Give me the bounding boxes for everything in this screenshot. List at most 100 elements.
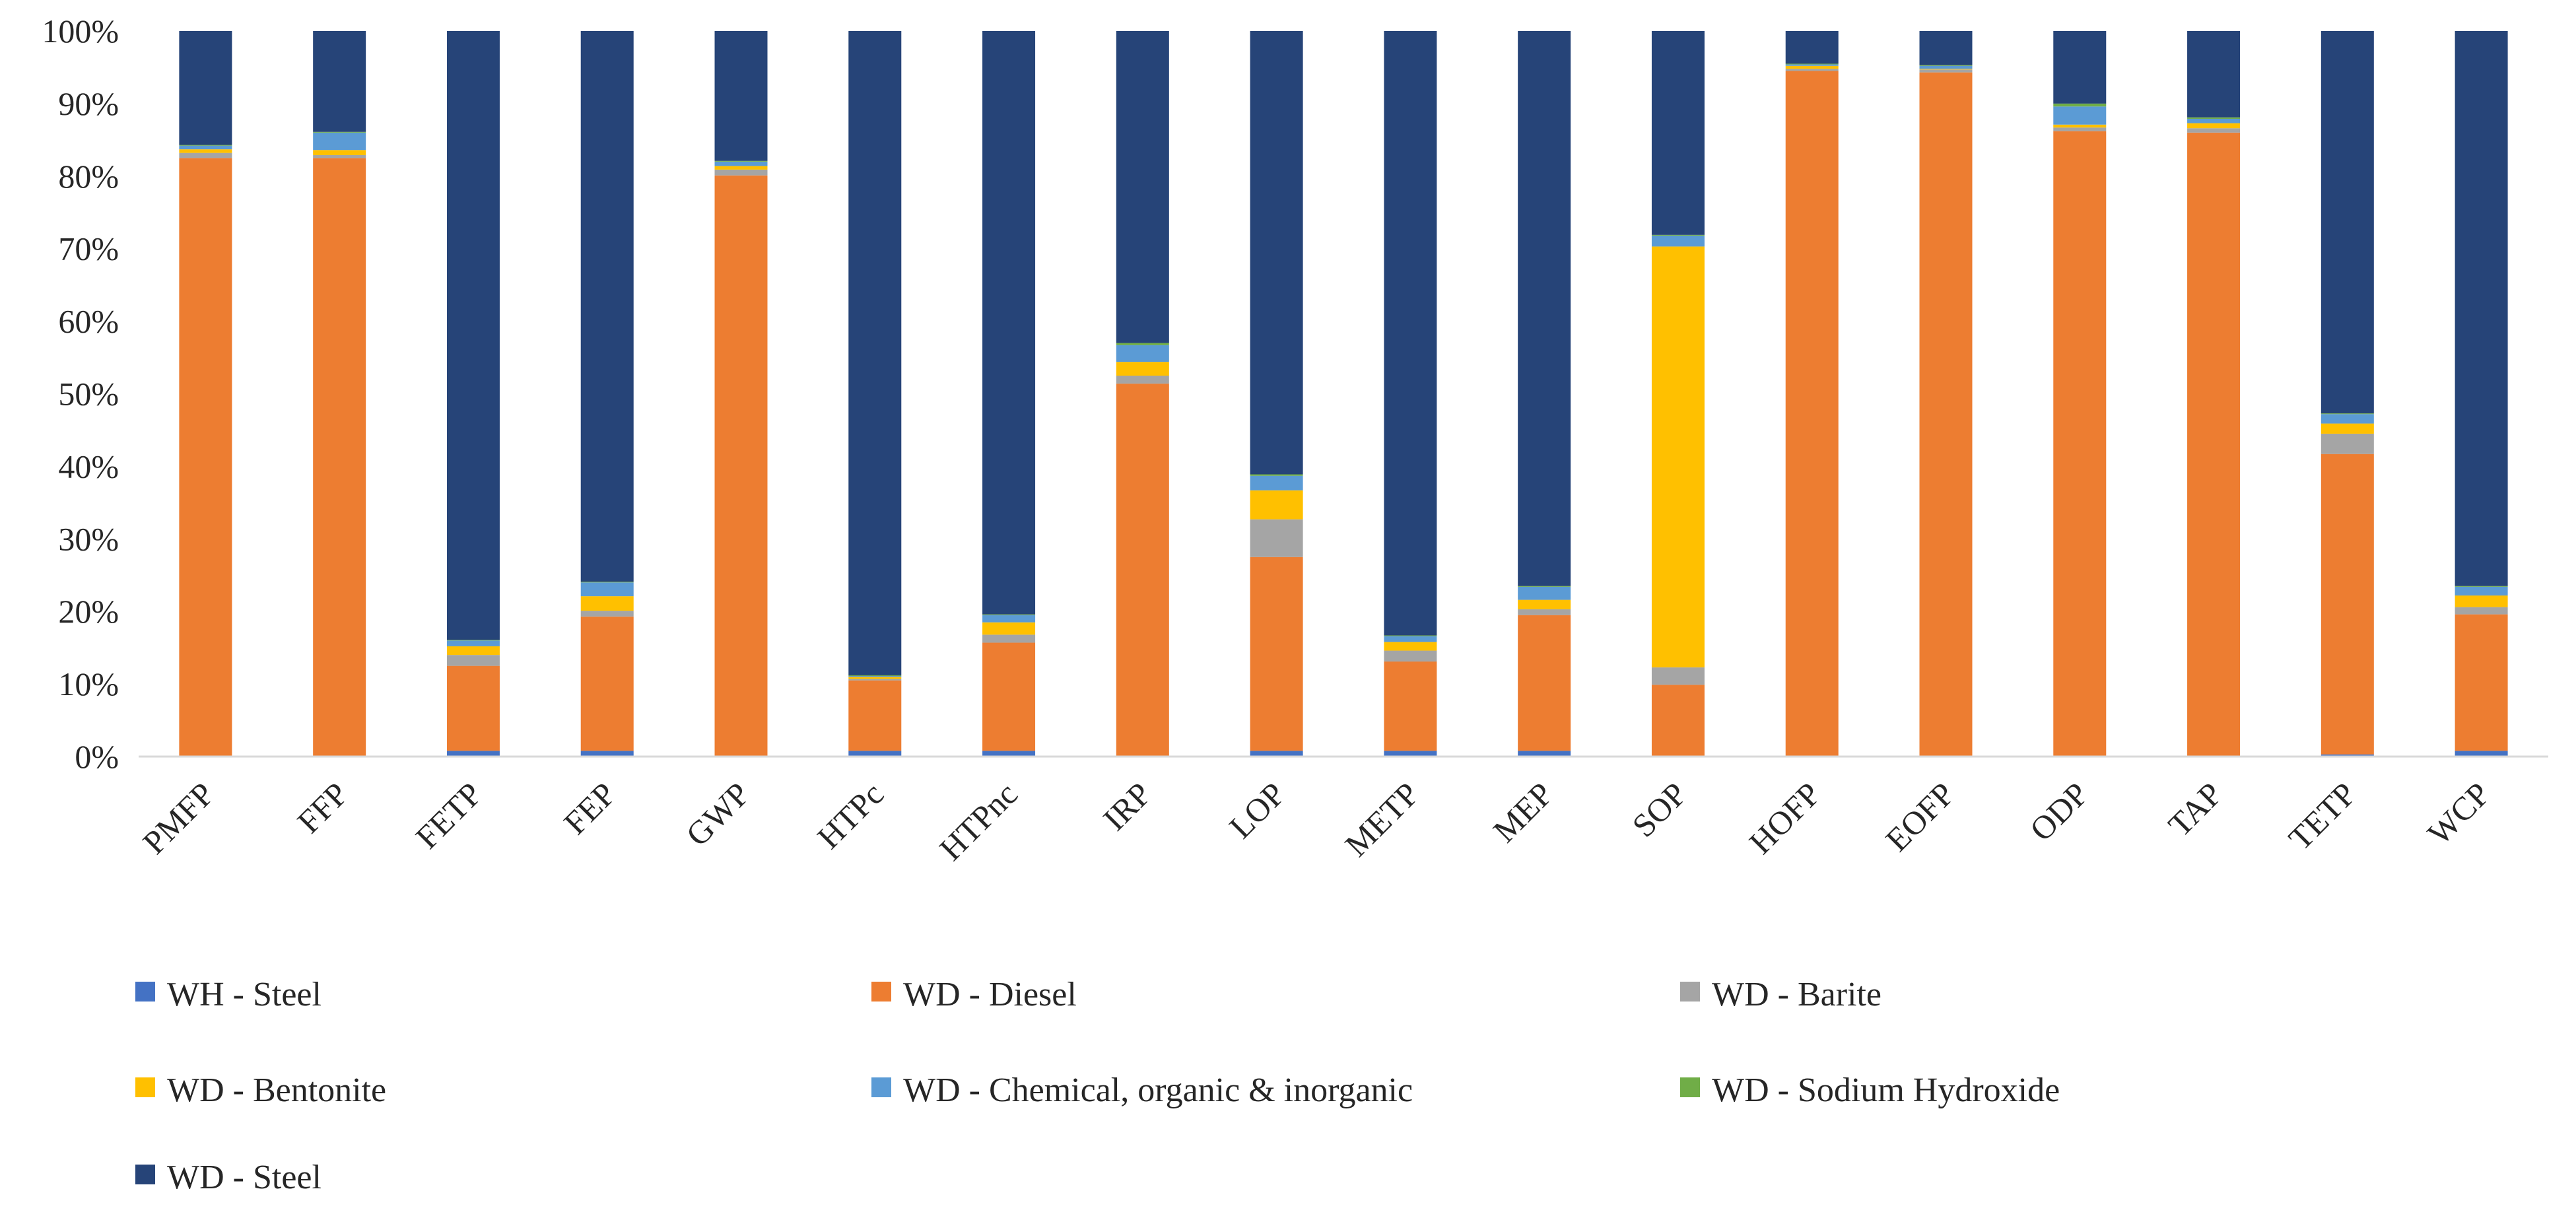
x-tick-label: TAP — [2161, 775, 2229, 844]
bar-segment — [1651, 235, 1705, 247]
bar-segment — [1250, 751, 1303, 757]
bar-segment — [1384, 751, 1437, 757]
bar-segment — [580, 616, 634, 751]
bar-segment — [446, 665, 500, 751]
bar-segment — [2321, 754, 2374, 757]
bar-segment — [1116, 384, 1169, 756]
bar-segment — [1518, 586, 1571, 600]
bar-segment — [1785, 71, 1839, 756]
x-tick-label: MEP — [1486, 775, 1560, 849]
bar-segment — [848, 677, 902, 679]
y-tick-label: 60% — [58, 303, 119, 340]
bar-segment — [2053, 106, 2107, 125]
legend-label: WH - Steel — [167, 976, 322, 1013]
bar-segment — [313, 150, 366, 155]
bar-segment — [1785, 63, 1839, 65]
bar-segment — [848, 31, 902, 675]
bar-segment — [982, 31, 1036, 615]
bar-segment — [446, 655, 500, 666]
y-tick-label: 40% — [58, 448, 119, 485]
bar-segment — [1250, 475, 1303, 491]
y-tick-label: 70% — [58, 230, 119, 267]
bar-segment — [446, 751, 500, 757]
bar-segment — [1919, 65, 1973, 69]
bar-segment — [848, 675, 902, 677]
bar-segment — [2053, 31, 2107, 104]
bar-segment — [313, 31, 366, 132]
bar-segment — [2187, 128, 2241, 133]
bar-segment — [2321, 454, 2374, 755]
bar-segment — [1651, 667, 1705, 685]
bar-segment — [1384, 650, 1437, 662]
bar-segment — [179, 31, 232, 145]
bar-segment — [714, 169, 768, 176]
bar-segment — [1518, 586, 1571, 587]
bar-segment — [1651, 685, 1705, 756]
bar-segment — [2455, 607, 2508, 615]
legend-label: WD - Barite — [1712, 976, 1881, 1013]
bar-segment — [714, 166, 768, 170]
y-tick-label: 20% — [58, 593, 119, 630]
bar-segment — [2053, 103, 2107, 107]
bar-segment — [1518, 751, 1571, 757]
bar-segment — [1651, 31, 1705, 235]
bar-segment — [1919, 65, 1973, 66]
bar-segment — [446, 31, 500, 640]
legend-label: WD - Bentonite — [167, 1071, 386, 1109]
bar-segment — [1785, 69, 1839, 71]
bar-segment — [580, 582, 634, 597]
bar-segment — [2455, 751, 2508, 757]
bar-segment — [2455, 586, 2508, 587]
bar-segment — [179, 153, 232, 158]
bar-segment — [580, 751, 634, 757]
x-tick-label: IRP — [1096, 775, 1159, 838]
bar-segment — [2455, 595, 2508, 607]
y-tick-label: 80% — [58, 158, 119, 195]
x-tick-label: FETP — [409, 775, 489, 856]
bar-segment — [313, 132, 366, 151]
bar-segment — [1116, 343, 1169, 345]
bar-segment — [1384, 662, 1437, 751]
bar-segment — [179, 149, 232, 153]
legend-label: WD - Chemical, organic & inorganic — [903, 1071, 1413, 1109]
bar-segment — [982, 615, 1036, 623]
bar-segment — [1518, 599, 1571, 609]
bar-segment — [1384, 636, 1437, 642]
bar-segment — [2455, 586, 2508, 596]
x-tick-label: FEP — [557, 775, 623, 842]
x-tick-label: FFP — [290, 775, 355, 840]
bar-segment — [179, 145, 232, 146]
bar-segment — [1785, 31, 1839, 64]
x-tick-label: METP — [1338, 775, 1426, 864]
bar-segment — [848, 676, 902, 677]
bar-segment — [714, 175, 768, 756]
legend-swatch — [1680, 982, 1700, 1001]
bar-segment — [848, 679, 902, 681]
bar-segment — [982, 634, 1036, 643]
bar-segment — [1384, 635, 1437, 636]
bar-segment — [2321, 413, 2374, 415]
bar-segment — [2187, 117, 2241, 119]
bar-segment — [2053, 131, 2107, 756]
bar-segment — [2321, 433, 2374, 454]
bar-segment — [2053, 124, 2107, 128]
bar-segment — [2455, 614, 2508, 751]
bar-segment — [714, 161, 768, 166]
bar-segment — [1250, 490, 1303, 520]
bar-segment — [2455, 31, 2508, 586]
x-tick-label: LOP — [1222, 775, 1292, 845]
bar-segment — [1919, 31, 1973, 65]
bar-segment — [580, 596, 634, 611]
bar-segment — [313, 131, 366, 133]
bar-segment — [580, 611, 634, 617]
x-tick-label: HTPc — [810, 775, 891, 856]
bar-segment — [1785, 64, 1839, 66]
bar-segment — [2187, 123, 2241, 129]
bar-segment — [1250, 474, 1303, 476]
y-tick-label: 100% — [42, 13, 119, 50]
bar-segment — [1919, 72, 1973, 756]
bars-layer — [179, 31, 2508, 757]
bar-segment — [2321, 31, 2374, 414]
